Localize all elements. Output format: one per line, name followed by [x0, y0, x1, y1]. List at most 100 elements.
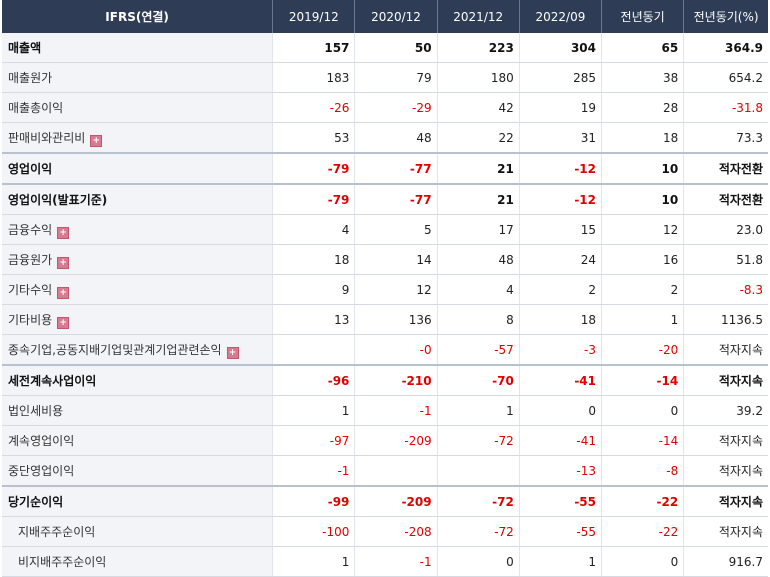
- value-cell: 1: [601, 304, 685, 335]
- value-cell: -209: [354, 425, 438, 456]
- value-cell: 180: [437, 62, 520, 93]
- row-label-cell: 중단영업이익: [2, 455, 274, 487]
- table-row: 매출총이익 -26 -29 42 19 28 -31.8: [2, 92, 768, 123]
- value-cell: 285: [519, 62, 603, 93]
- row-label-cell: 종속기업,공동지배기업및관계기업관련손익 +: [2, 334, 274, 366]
- value-cell: 79: [354, 62, 438, 93]
- row-label-cell: 당기순이익: [2, 485, 274, 517]
- value-cell: 10: [601, 152, 685, 185]
- value-cell: 0: [601, 395, 685, 426]
- expand-plus-icon[interactable]: +: [57, 226, 70, 239]
- value-cell: -96: [272, 364, 356, 396]
- header-col-2021: 2021/12: [437, 0, 520, 33]
- value-cell: -12: [519, 152, 603, 185]
- value-cell: 16: [601, 244, 685, 275]
- table-row: 지배주주순이익 -100 -208 -72 -55 -22 적자지속: [2, 516, 768, 547]
- row-label: 기타수익: [8, 282, 53, 297]
- value-cell: -22: [601, 485, 685, 517]
- row-label: 판매비와관리비: [8, 130, 86, 145]
- header-col-2020: 2020/12: [354, 0, 438, 33]
- value-cell: -41: [519, 425, 603, 456]
- value-cell: -12: [519, 183, 603, 215]
- value-cell: -72: [437, 485, 520, 517]
- value-cell: 13: [272, 304, 356, 335]
- table-row: 판매비와관리비 +53 48 22 31 18 73.3: [2, 122, 768, 154]
- value-cell: 136: [354, 304, 438, 335]
- value-cell: -8.3: [683, 274, 768, 305]
- header-col-yoy-pct: 전년동기(%): [683, 0, 768, 33]
- row-label-cell: 금융수익 +: [2, 214, 274, 245]
- header-ifrs-label: IFRS(연결): [2, 0, 274, 33]
- value-cell: -29: [354, 92, 438, 123]
- value-cell: -99: [272, 485, 356, 517]
- row-label: 세전계속사업이익: [8, 374, 97, 388]
- value-cell: 21: [437, 152, 520, 185]
- row-label-cell: 매출액: [2, 33, 274, 63]
- value-cell: 적자전환: [683, 183, 768, 215]
- value-cell: -1: [354, 546, 438, 577]
- value-cell: 28: [601, 92, 685, 123]
- value-cell: 1: [272, 546, 356, 577]
- value-cell: -70: [437, 364, 520, 396]
- value-cell: 8: [437, 304, 520, 335]
- value-cell: 21: [437, 183, 520, 215]
- table-row: 금융수익 +4 5 17 15 12 23.0: [2, 214, 768, 245]
- value-cell: 적자지속: [683, 425, 768, 456]
- value-cell: -1: [354, 395, 438, 426]
- row-label-cell: 법인세비용: [2, 395, 274, 426]
- row-label-cell: 기타비용 +: [2, 304, 274, 335]
- value-cell: 42: [437, 92, 520, 123]
- table-row: 중단영업이익 -1 -13 -8 적자지속: [2, 455, 768, 487]
- expand-plus-icon[interactable]: +: [226, 346, 239, 359]
- value-cell: 18: [519, 304, 603, 335]
- value-cell: 4: [437, 274, 520, 305]
- row-label: 비지배주주순이익: [18, 555, 107, 569]
- expand-plus-icon[interactable]: +: [57, 256, 70, 269]
- value-cell: 183: [272, 62, 356, 93]
- value-cell: 1136.5: [683, 304, 768, 335]
- value-cell: 12: [354, 274, 438, 305]
- row-label: 매출액: [8, 41, 42, 55]
- value-cell: 48: [354, 122, 438, 154]
- value-cell: 73.3: [683, 122, 768, 154]
- value-cell: 51.8: [683, 244, 768, 275]
- table-row: 금융원가 +18 14 48 24 16 51.8: [2, 244, 768, 275]
- value-cell: 23.0: [683, 214, 768, 245]
- value-cell: 12: [601, 214, 685, 245]
- value-cell: 적자지속: [683, 364, 768, 396]
- value-cell: 적자지속: [683, 334, 768, 366]
- value-cell: -20: [601, 334, 685, 366]
- table-row: 영업이익 -79 -77 21 -12 10 적자전환: [2, 152, 768, 185]
- value-cell: 19: [519, 92, 603, 123]
- row-label: 매출총이익: [8, 101, 64, 115]
- value-cell: -26: [272, 92, 356, 123]
- value-cell: 10: [601, 183, 685, 215]
- row-label: 금융수익: [8, 222, 53, 237]
- row-label-cell: 지배주주순이익: [2, 516, 274, 547]
- expand-plus-icon[interactable]: +: [57, 286, 70, 299]
- expand-plus-icon[interactable]: +: [57, 316, 70, 329]
- value-cell: 4: [272, 214, 356, 245]
- table-row: 기타비용 +13 136 8 18 1 1136.5: [2, 304, 768, 335]
- value-cell: 적자지속: [683, 485, 768, 517]
- table-row: 영업이익(발표기준) -79 -77 21 -12 10 적자전환: [2, 183, 768, 215]
- row-label: 종속기업,공동지배기업및관계기업관련손익: [8, 342, 222, 357]
- value-cell: -31.8: [683, 92, 768, 123]
- value-cell: -79: [272, 152, 356, 185]
- value-cell: 적자전환: [683, 152, 768, 185]
- row-label: 당기순이익: [8, 495, 64, 509]
- value-cell: -77: [354, 152, 438, 185]
- row-label-cell: 영업이익(발표기준): [2, 183, 274, 215]
- row-label-cell: 영업이익: [2, 152, 274, 185]
- table-row: 계속영업이익 -97 -209 -72 -41 -14 적자지속: [2, 425, 768, 456]
- header-col-yoy: 전년동기: [601, 0, 685, 33]
- expand-plus-icon[interactable]: +: [90, 134, 103, 147]
- value-cell: 18: [601, 122, 685, 154]
- table-header-row: IFRS(연결) 2019/12 2020/12 2021/12 2022/09…: [2, 0, 768, 33]
- value-cell: [354, 455, 438, 487]
- value-cell: -41: [519, 364, 603, 396]
- value-cell: 2: [601, 274, 685, 305]
- value-cell: -100: [272, 516, 356, 547]
- value-cell: 5: [354, 214, 438, 245]
- value-cell: 0: [601, 546, 685, 577]
